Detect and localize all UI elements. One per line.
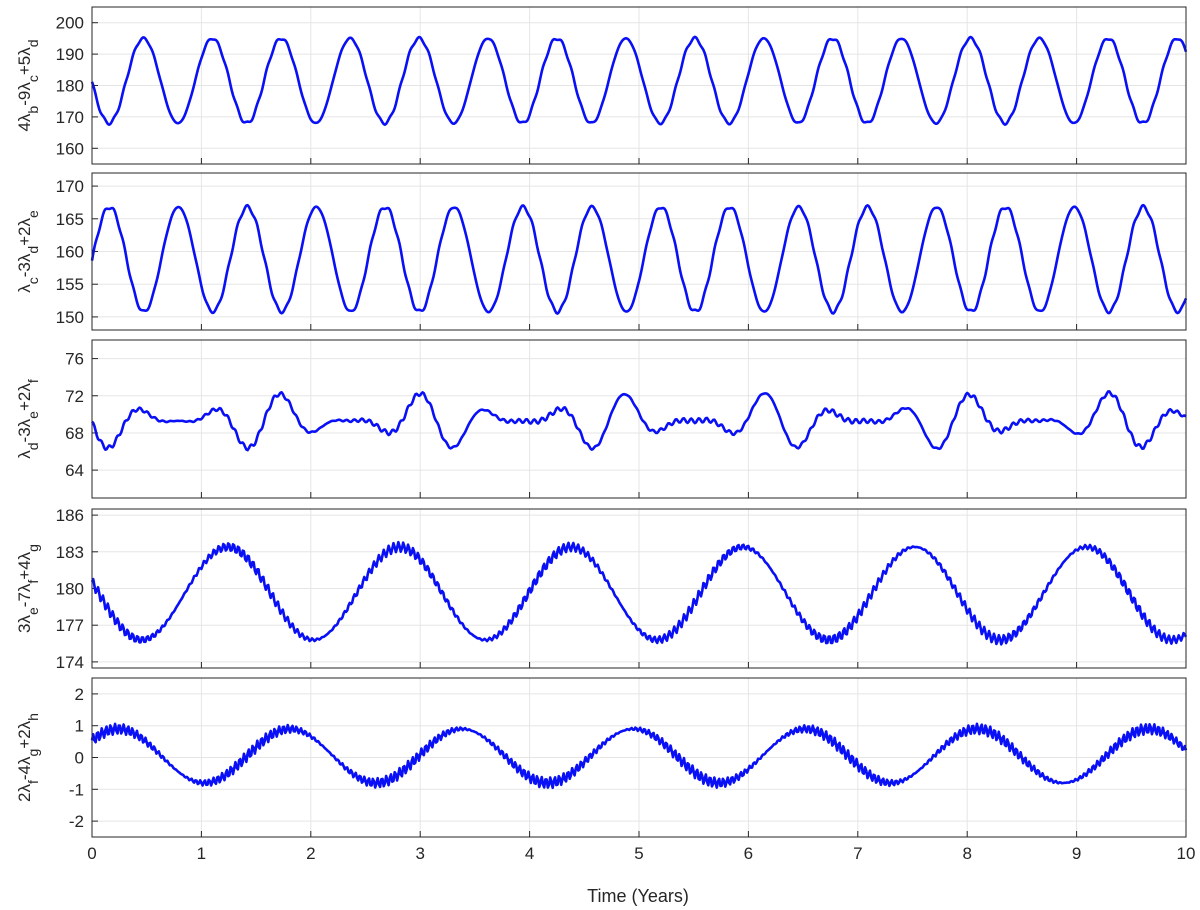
panel-2-ytick-label: 165: [56, 210, 84, 229]
panel-3-frame: [91, 339, 1187, 499]
panel-1-ylabel: 4λb-9λc+5λd: [15, 39, 41, 131]
panel-5-frame: [91, 677, 1187, 838]
x-tick-label: 4: [525, 844, 534, 863]
panel-2-frame: [91, 172, 1187, 331]
x-tick-label: 6: [744, 844, 753, 863]
panel-3-ytick-label: 68: [65, 424, 84, 443]
panel-3-ylabel: λd-3λe+2λf: [15, 379, 41, 459]
x-tick-label: 10: [1177, 844, 1196, 863]
panel-3-ytick-label: 64: [65, 461, 84, 480]
panel-4-frame: [91, 508, 1187, 669]
panel-5-ytick-label: 2: [75, 685, 84, 704]
panel-4-ytick-label: 186: [56, 506, 84, 525]
x-tick-label: 3: [415, 844, 424, 863]
panel-3-series-line: [91, 390, 1187, 452]
panel-5-ytick-label: 1: [75, 717, 84, 736]
x-tick-label: 9: [1072, 844, 1081, 863]
panel-1-ytick-label: 170: [56, 108, 84, 127]
panel-4-ylabel: 3λe-7λf+4λg: [15, 544, 41, 633]
x-tick-label: 7: [853, 844, 862, 863]
panel-5-ytick-label: 0: [75, 749, 84, 768]
panel-1-ytick-label: 180: [56, 77, 84, 96]
panel-1-ytick-label: 190: [56, 45, 84, 64]
panel-5-ylabel: 2λf-4λg+2λh: [15, 713, 41, 802]
panel-3-ytick-label: 72: [65, 387, 84, 406]
panel-2-ylabel: λc-3λd+2λe: [15, 210, 41, 293]
panel-3-ytick-label: 76: [65, 350, 84, 369]
panel-1-frame: [91, 6, 1187, 165]
panel-4: 174 177 180 183 186 3λe-7λf+4λg: [15, 506, 1188, 672]
panel-4-ytick-label: 177: [56, 616, 84, 635]
x-axis-label: Time (Years): [587, 886, 689, 906]
panel-4-ytick-label: 183: [56, 543, 84, 562]
panel-2-series-line: [90, 203, 1188, 315]
panel-5-ytick-label: -1: [69, 780, 84, 799]
panel-2-ytick-label: 150: [56, 308, 84, 327]
panel-5: -2 -1 0 1 2 2λf-4λg+2λh: [15, 677, 1188, 838]
panel-2-ytick-label: 160: [56, 243, 84, 262]
panel-2-ytick-label: 155: [56, 275, 84, 294]
panel-1-ytick-label: 160: [56, 139, 84, 158]
x-tick-label: 0: [87, 844, 96, 863]
panel-2: 150 155 160 165 170 λc-3λd+2λe: [15, 172, 1188, 331]
panel-2-ytick-label: 170: [56, 177, 84, 196]
x-tick-label: 5: [634, 844, 643, 863]
panel-4-ytick-label: 174: [56, 653, 84, 672]
panel-5-ytick-label: -2: [69, 812, 84, 831]
x-tick-label: 8: [962, 844, 971, 863]
panel-5-series-line: [90, 722, 1188, 790]
panel-4-ytick-label: 180: [56, 580, 84, 599]
panel-1-ytick-label: 200: [56, 14, 84, 33]
panel-1-series-line: [90, 35, 1188, 127]
panel-3: 64 68 72 76 λd-3λe+2λf: [15, 339, 1187, 499]
x-tick-label: 2: [306, 844, 315, 863]
x-tick-label: 1: [197, 844, 206, 863]
panel-4-series-line: [90, 540, 1188, 646]
panel-1: 160 170 180 190 200 4λb-9λc+5λd: [15, 6, 1188, 165]
